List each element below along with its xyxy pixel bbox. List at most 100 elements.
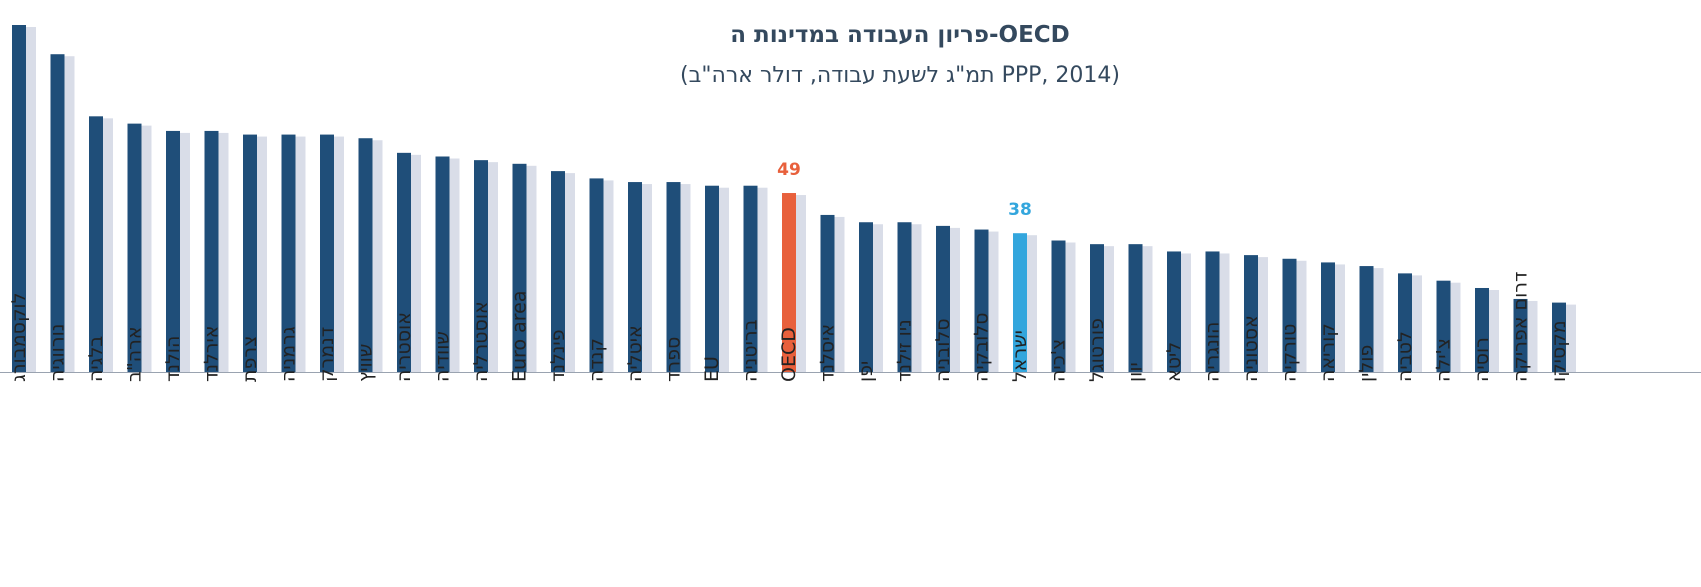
bar-shadow (1217, 253, 1230, 372)
bar-shadow (563, 173, 575, 372)
bar (1513, 298, 1528, 372)
x-tick-label: אוסטריה (393, 312, 415, 382)
bar (435, 156, 450, 372)
x-tick-label: צ'ילה (1433, 338, 1455, 382)
bar-shadow (601, 180, 614, 372)
x-tick-label: מקסיקו (1548, 320, 1570, 382)
x-tick-label: צ'כיה (1048, 339, 1070, 382)
bar-shadow (1371, 268, 1384, 372)
x-tick-label: שוודיה (432, 331, 454, 382)
bar (281, 134, 296, 372)
x-tick-label: EU (701, 356, 723, 382)
bar (936, 225, 950, 372)
bar (512, 163, 527, 372)
bar (974, 229, 989, 372)
bar (1205, 251, 1220, 372)
bar-shadow (755, 187, 768, 372)
x-tick-label: אסטוניה (1240, 315, 1262, 382)
x-tick-label: גרמניה (278, 326, 300, 382)
x-tick-label: Euro area (509, 291, 531, 382)
bar (204, 130, 219, 372)
x-tick-label: נורווגיה (47, 324, 69, 382)
bar (782, 193, 796, 372)
bar (1552, 302, 1566, 372)
bar (1321, 262, 1335, 372)
x-tick-label: ארה"ב (124, 326, 146, 382)
bar (397, 152, 411, 372)
bar (358, 138, 373, 372)
bar (50, 54, 65, 372)
bar-shadow (1140, 246, 1153, 372)
bar-shadow (1179, 253, 1191, 372)
x-tick-labels: לוקסמבורג נורווגיה בלגיה ארה"ב הולנד אירלנד צר… (8, 272, 1570, 382)
bar (551, 171, 565, 372)
x-tick-label: שוויץ (355, 344, 377, 382)
bar-shadow (832, 216, 845, 372)
x-tick-label: קנדה (586, 338, 608, 382)
bars-group (12, 25, 1576, 372)
bar-shadow (255, 136, 267, 372)
bar-shadow (447, 158, 460, 372)
bar-shadow (1333, 264, 1345, 372)
bar-shadow (948, 227, 960, 372)
bar (89, 116, 103, 372)
chart-title: פריון העבודה במדינות ה-OECD (730, 22, 1070, 48)
bar-shadow (62, 56, 75, 372)
bar (705, 185, 719, 372)
x-tick-label: סלובקיה (971, 313, 993, 382)
x-tick-label: ניו זילנד (894, 319, 916, 382)
x-tick-label: יוון (1125, 362, 1147, 382)
bar (166, 130, 180, 372)
bar-shadow (293, 136, 306, 372)
bar-shadow (486, 162, 498, 372)
bar-shadow (1564, 304, 1576, 372)
x-tick-label: ספרד (663, 337, 685, 382)
x-tick-label: OECD (778, 327, 800, 382)
x-tick-label: אוסטרליה (470, 301, 492, 382)
bar-shadow (1102, 246, 1114, 372)
bar-shadow (178, 132, 190, 372)
bar (666, 182, 681, 372)
bar-shadow (794, 195, 806, 372)
x-tick-label: יפן (855, 361, 877, 382)
bar (820, 214, 835, 372)
data-labels: 49 38 (777, 160, 1032, 220)
x-tick-label: סלובניה (932, 318, 954, 382)
bar (1013, 233, 1027, 372)
chart-subtitle: (תמ"ג לשעת עבודה, דולר ארה"ב PPP, 2014) (680, 63, 1120, 88)
bar-shadow (524, 165, 537, 372)
bar (1398, 273, 1412, 372)
bar-shadow (1256, 257, 1268, 372)
x-tick-label: הונגריה (1202, 322, 1224, 382)
bar-shadow (1294, 260, 1307, 372)
x-tick-label: טורקיה (1279, 324, 1301, 382)
bar-shadow (24, 27, 36, 372)
bar (1359, 266, 1374, 372)
x-tick-label: איסלנד (817, 324, 839, 382)
x-tick-label: צרפת (239, 336, 261, 382)
bar (1051, 240, 1066, 372)
x-tick-label: אירלנד (201, 326, 223, 382)
bar (12, 25, 26, 372)
bar (859, 222, 873, 372)
bar-shadow (871, 224, 883, 372)
bar-shadow (1410, 275, 1422, 372)
bar (1128, 244, 1143, 372)
bar-shadow (1525, 300, 1538, 372)
bar (628, 182, 642, 372)
x-tick-label: בלגיה (85, 336, 107, 382)
x-tick-label: דרום אפריקה (1510, 272, 1532, 382)
x-tick-label: בריטניה (740, 319, 762, 382)
bar (1475, 287, 1489, 372)
bar-shadow (101, 118, 113, 372)
bar-shadow (909, 224, 922, 372)
x-tick-label: רוסיה (1471, 337, 1493, 382)
bar (127, 123, 142, 372)
x-tick-label: הולנד (162, 336, 184, 382)
data-label: 38 (1008, 200, 1032, 220)
bar-shadow (1025, 235, 1037, 372)
bar-shadow (1448, 282, 1461, 372)
bar-shadow (986, 231, 999, 372)
